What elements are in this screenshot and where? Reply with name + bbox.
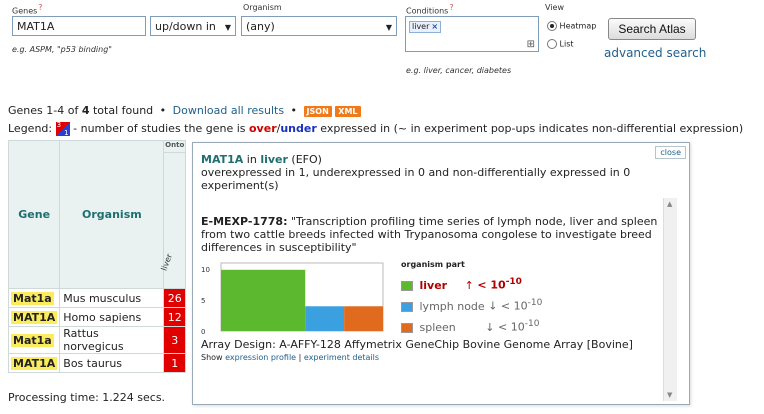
processing-time: Processing time: 1.224 secs. [8,391,166,404]
scroll-down-icon[interactable]: ▼ [667,391,673,399]
expression-chart: 10 5 0 [201,262,384,335]
col-gene[interactable]: Gene [7,140,61,289]
legend-line: Legend: 3 1 - number of studies the gene… [8,121,744,137]
experiment-popup: close MAT1A in liver (EFO) overexpressed… [192,142,690,405]
chart-segment-liver [221,269,306,331]
direction-select[interactable]: up/down in ▼ [150,16,236,36]
view-list-option[interactable]: List [547,39,574,49]
y-tick-label: 10 [201,266,210,274]
search-atlas-button[interactable]: Search Atlas [608,18,696,40]
organism-cell: Mus musculus [59,288,165,308]
experiment-description: E-MEXP-1778: "Transcription profiling ti… [201,215,663,254]
popup-scrollbar[interactable]: ▲ ▼ [663,198,677,401]
experiment-title: "Transcription profiling time series of … [201,215,658,254]
conditions-help-icon[interactable]: ? [449,3,454,12]
lymph-node-swatch [401,301,413,312]
close-button[interactable]: close [655,146,686,159]
col-organism[interactable]: Organism [59,140,165,289]
advanced-search-link[interactable]: advanced search [604,46,707,60]
organism-label: Organism [243,3,282,12]
genes-help-icon[interactable]: ? [38,3,43,12]
chart-legend-title: organism part [401,260,465,269]
genes-hint: e.g. ASPM, "p53 binding" [12,45,112,54]
gene-name[interactable]: MAT1A [11,356,58,370]
popup-links: Show expression profile | experiment det… [201,353,380,362]
gene-name[interactable]: Mat1a [11,291,54,305]
conditions-hint: e.g. liver, cancer, diabetes [406,66,512,75]
experiment-details-link[interactable]: experiment details [303,353,380,362]
results-summary: Genes 1-4 of 4 total found • Download al… [8,104,361,117]
popup-counts: overexpressed in 1, underexpressed in 0 … [201,166,631,179]
condition-tag: liver × [409,21,442,33]
gene-name[interactable]: Mat1a [11,333,54,347]
expression-count-cell[interactable]: 12 [163,307,186,327]
organism-cell: Homo sapiens [59,307,165,327]
popup-gene: MAT1A [201,153,244,166]
spleen-swatch [401,322,413,333]
expression-count-cell[interactable]: 1 [163,353,186,373]
table-row: MAT1A Bos taurus 1 [7,353,186,373]
experiment-id[interactable]: E-MEXP-1778: [201,215,288,228]
chart-legend: liver ↑ < 10-10 lymph node ↓ < 10-10 spl… [401,277,581,340]
popup-summary: MAT1A in liver (EFO) overexpressed in 1,… [201,153,651,192]
table-row: Mat1a Rattus norvegicus 3 [7,326,186,354]
table-row: MAT1A Homo sapiens 12 [7,307,186,327]
xml-badge[interactable]: XML [335,106,361,117]
view-heatmap-option[interactable]: Heatmap [547,21,596,31]
legend-icon: 3 1 [55,121,70,137]
array-design: Array Design: A-AFFY-128 Affymetrix Gene… [201,338,633,351]
expression-count-cell[interactable]: 3 [163,326,186,354]
expand-icon[interactable]: ⊞ [526,39,535,50]
legend-item-liver[interactable]: liver ↑ < 10-10 [401,277,581,298]
y-tick-label: 0 [201,328,205,335]
download-results-link[interactable]: Download all results [172,104,285,117]
organism-cell: Rattus norvegicus [59,326,165,354]
popup-condition: liver [260,153,288,166]
json-badge[interactable]: JSON [303,106,332,117]
chart-segment-spleen [344,306,383,331]
radio-icon[interactable] [547,21,557,31]
results-table: Gene Organism Onto liver Mat1a Mus muscu… [7,140,186,373]
table-row: Mat1a Mus musculus 26 [7,288,186,308]
liver-swatch [401,280,413,291]
conditions-input[interactable]: liver × ⊞ [405,16,539,52]
expression-count-cell[interactable]: 26 [163,288,186,308]
chevron-down-icon: ▼ [224,23,231,32]
view-label: View [545,3,564,12]
expression-profile-link[interactable]: expression profile [225,353,297,362]
organism-cell: Bos taurus [59,353,165,373]
conditions-label: Conditions? [406,3,454,16]
legend-item-lymph-node[interactable]: lymph node ↓ < 10-10 [401,298,581,319]
organism-select[interactable]: (any) ▼ [241,16,397,36]
gene-name[interactable]: MAT1A [11,310,58,324]
radio-icon[interactable] [547,39,557,49]
chart-segment-lymph-node [305,306,345,331]
genes-input[interactable]: MAT1A [12,16,146,36]
col-condition[interactable]: Onto liver [160,140,186,289]
scroll-up-icon[interactable]: ▲ [667,200,673,208]
y-tick-label: 5 [201,297,205,305]
genes-label: Genes? [12,3,43,16]
legend-item-spleen[interactable]: spleen ↓ < 10-10 [401,319,581,340]
remove-tag-icon[interactable]: × [431,22,439,31]
ontology-header: Onto [164,141,185,153]
chevron-down-icon: ▼ [385,23,392,32]
